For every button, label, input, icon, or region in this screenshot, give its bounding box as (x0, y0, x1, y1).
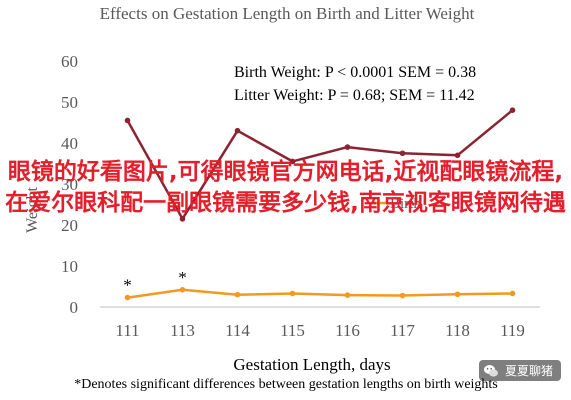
annotation-birth: Birth Weight: P < 0.0001 SEM = 0.38 (234, 64, 476, 81)
watermark-text: 夏夏聊猪 (504, 364, 553, 378)
significance-marker: * (123, 276, 132, 295)
series-point-litter (289, 158, 296, 165)
series-line-litter (126, 109, 514, 221)
series-point-litter (454, 152, 461, 159)
series-point-litter (344, 144, 351, 150)
series-point-birth (454, 291, 461, 298)
x-tick-label: 118 (445, 321, 470, 340)
y-tick-label: 10 (61, 257, 78, 276)
watermark: 夏夏聊猪 (478, 360, 561, 381)
y-tick-label: 30 (61, 175, 78, 194)
significance-marker: * (178, 268, 187, 287)
series-point-birth (234, 291, 241, 298)
series-layer: * * (123, 107, 516, 301)
x-tick-label: 111 (115, 321, 139, 340)
series-point-birth (509, 290, 516, 297)
legend-label-birth: Birth (390, 196, 421, 212)
series-line-birth (127, 288, 513, 299)
series-point-birth (179, 286, 186, 293)
y-tick-label: 0 (70, 298, 79, 317)
x-tick-label: 116 (335, 321, 360, 340)
series-point-litter (509, 107, 516, 113)
y-tick-label: 60 (61, 52, 78, 71)
x-tick-label: 114 (225, 321, 250, 340)
legend: Birth (368, 196, 421, 212)
y-axis-label: Weight (24, 187, 41, 233)
x-tick-label: 115 (280, 321, 305, 340)
annotation-litter: Litter Weight: P = 0.68; SEM = 11.42 (234, 87, 475, 104)
series-point-birth (344, 292, 351, 298)
series-point-birth (399, 292, 406, 299)
y-tick-label: 40 (61, 134, 78, 153)
series-point-birth (289, 290, 296, 297)
chart-title: Effects on Gestation Length on Birth and… (100, 4, 475, 23)
footnote: *Denotes significant differences between… (74, 377, 498, 392)
axes: 0 10 20 30 40 50 60 111 113 114 115 116 117 118 119 (61, 52, 540, 340)
wechat-icon (483, 364, 498, 377)
series-point-litter (124, 117, 131, 124)
series-point-litter (399, 150, 406, 157)
x-tick-label: 113 (170, 321, 195, 340)
x-tick-label: 117 (390, 321, 415, 340)
series-point-litter (234, 127, 241, 134)
series-point-litter (179, 216, 186, 222)
x-tick-label: 119 (500, 321, 525, 340)
y-tick-label: 50 (61, 93, 78, 112)
x-axis-label: Gestation Length, days (233, 355, 390, 374)
y-tick-label: 20 (61, 216, 78, 235)
series-point-birth (124, 294, 131, 301)
